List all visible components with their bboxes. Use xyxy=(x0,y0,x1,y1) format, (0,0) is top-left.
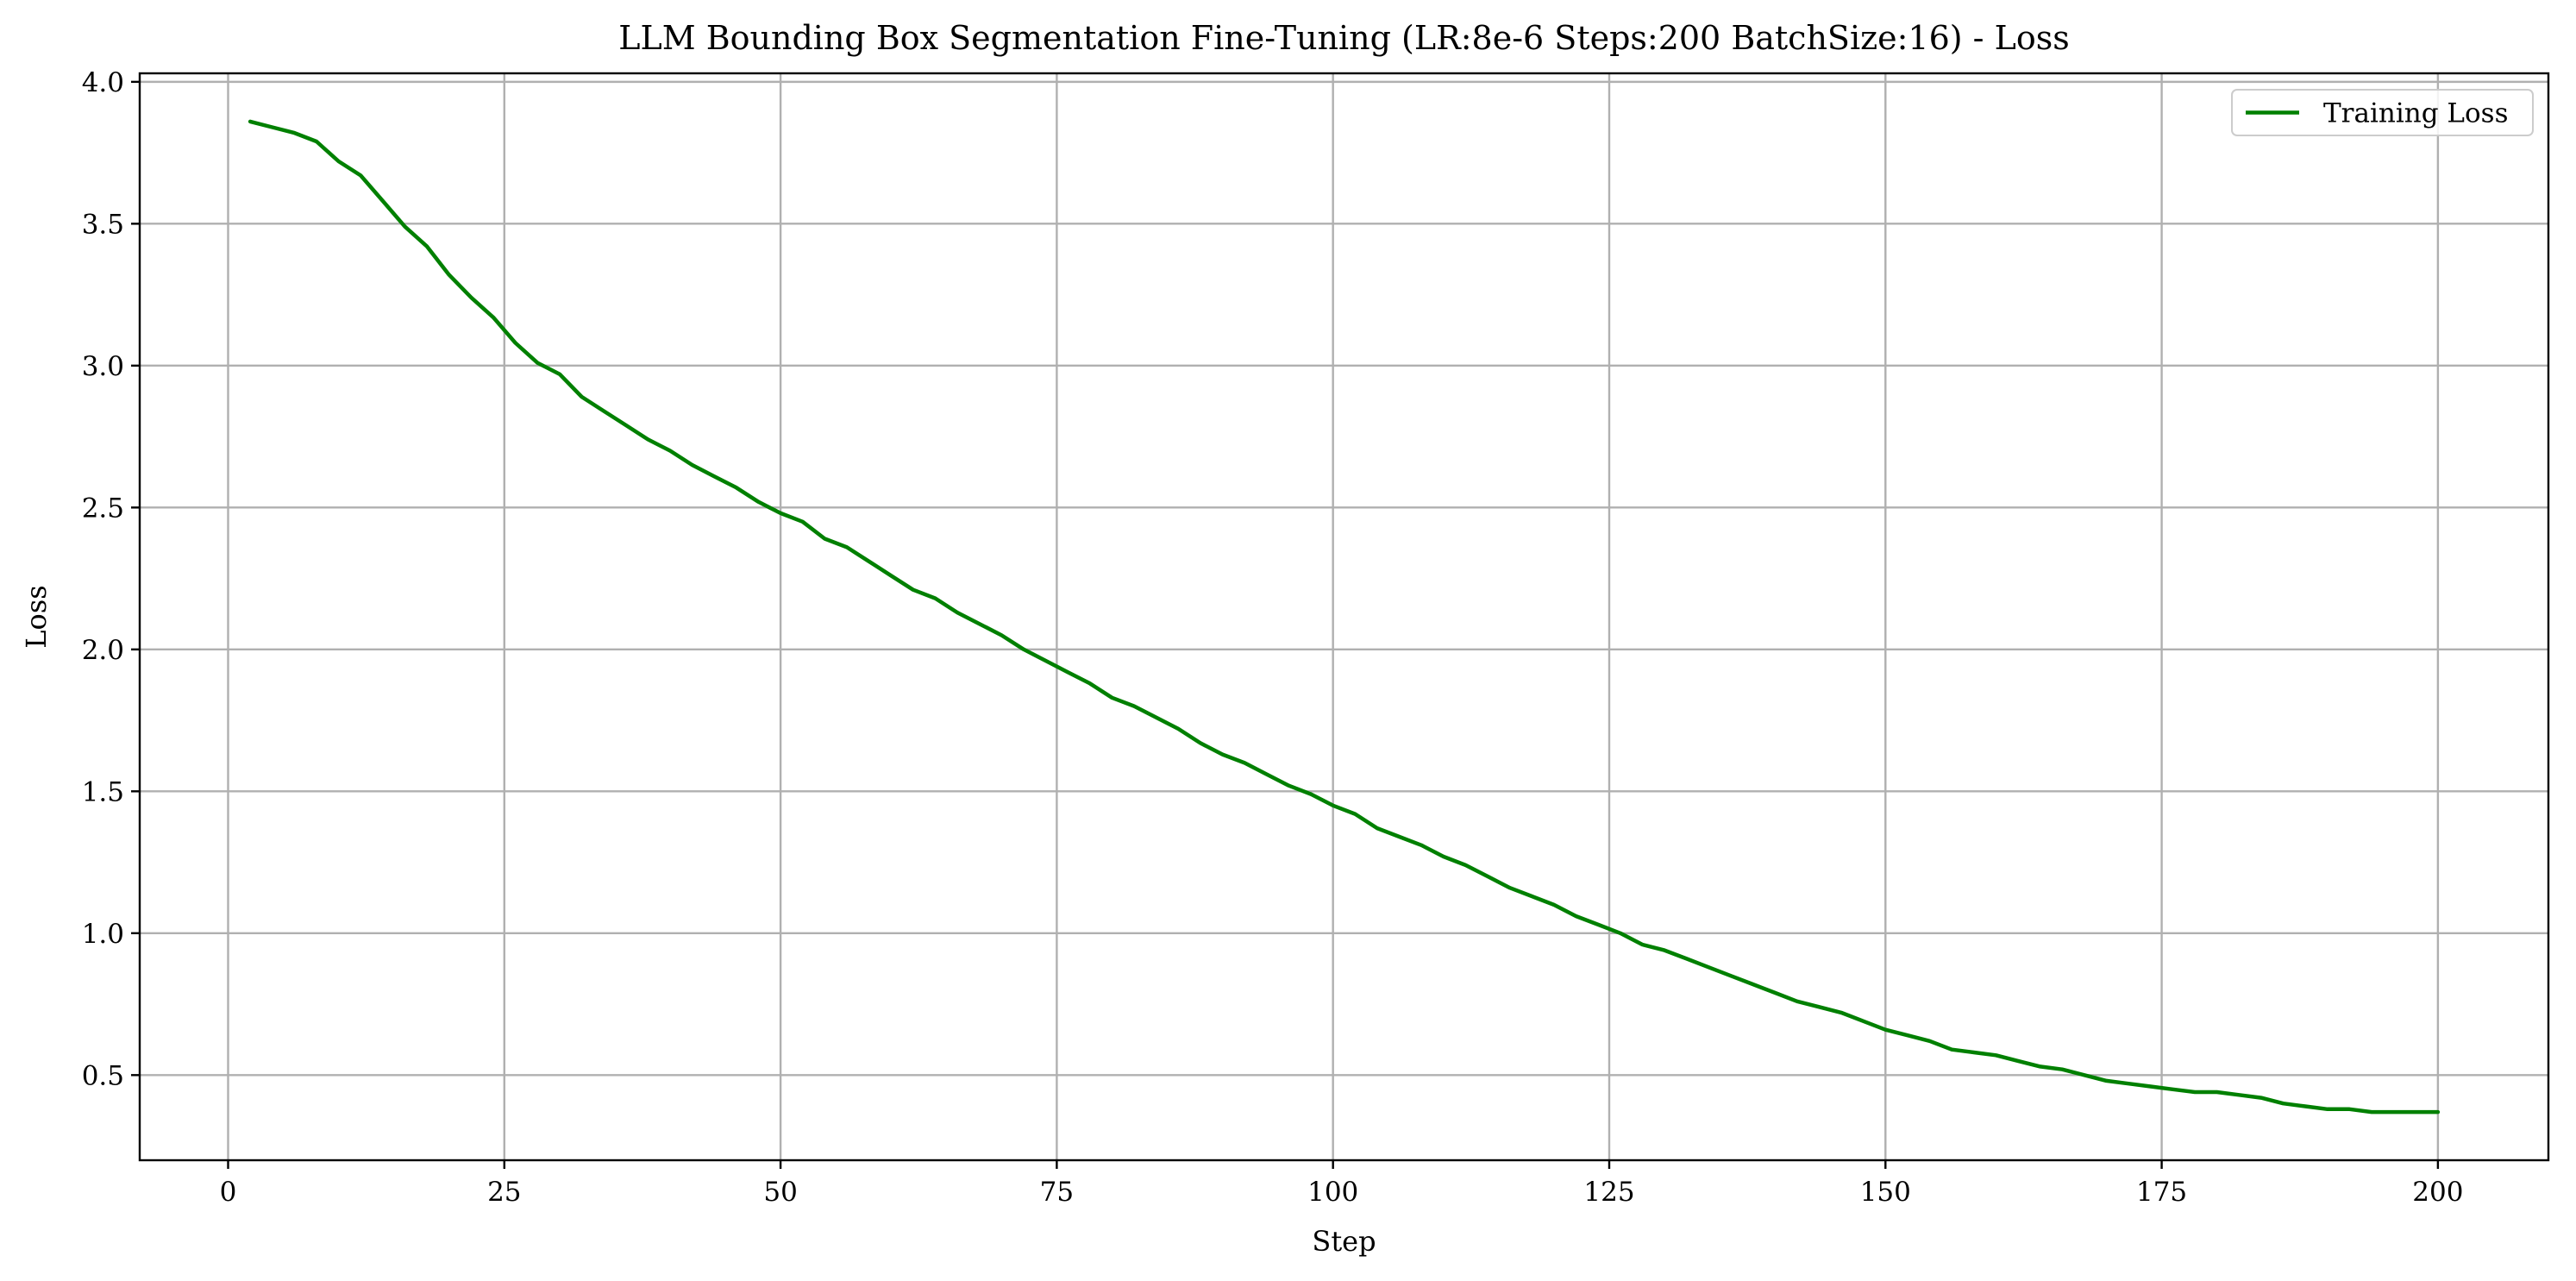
x-tick-label: 25 xyxy=(487,1177,521,1208)
legend-box xyxy=(2231,89,2534,136)
x-tick-label: 125 xyxy=(1583,1177,1634,1208)
y-tick-label: 1.0 xyxy=(82,919,124,950)
y-tick-label: 3.5 xyxy=(82,209,124,240)
plot-frame xyxy=(138,72,2550,1162)
y-tick-label: 2.0 xyxy=(82,635,124,666)
x-tick-label: 0 xyxy=(220,1177,237,1208)
legend: Training Loss xyxy=(2231,89,2534,136)
y-axis-label: Loss xyxy=(20,585,53,648)
x-tick-label: 175 xyxy=(2136,1177,2187,1208)
x-tick-label: 100 xyxy=(1307,1177,1358,1208)
y-tick-label: 3.0 xyxy=(82,351,124,382)
legend-label: Training Loss xyxy=(2323,98,2509,129)
x-tick-label: 150 xyxy=(1860,1177,1911,1208)
x-tick-label: 75 xyxy=(1040,1177,1074,1208)
y-tick-label: 4.0 xyxy=(82,67,124,98)
y-tick-label: 0.5 xyxy=(82,1060,124,1091)
chart-title: LLM Bounding Box Segmentation Fine-Tunin… xyxy=(618,19,2069,57)
series-layer xyxy=(248,119,2441,1115)
y-tick-label: 2.5 xyxy=(82,493,124,524)
x-axis-label: Step xyxy=(1312,1225,1376,1258)
y-tick-label: 1.5 xyxy=(82,776,124,807)
training-loss-line xyxy=(248,119,2441,1115)
x-tick-label: 200 xyxy=(2412,1177,2463,1208)
x-tick-label: 50 xyxy=(763,1177,797,1208)
ticks-layer: 0 25 50 75 100 125 150 175 200 0.5 1.0 1.5 2.0 2.5 3.0… xyxy=(82,67,2464,1208)
grid-layer xyxy=(140,73,2548,1160)
